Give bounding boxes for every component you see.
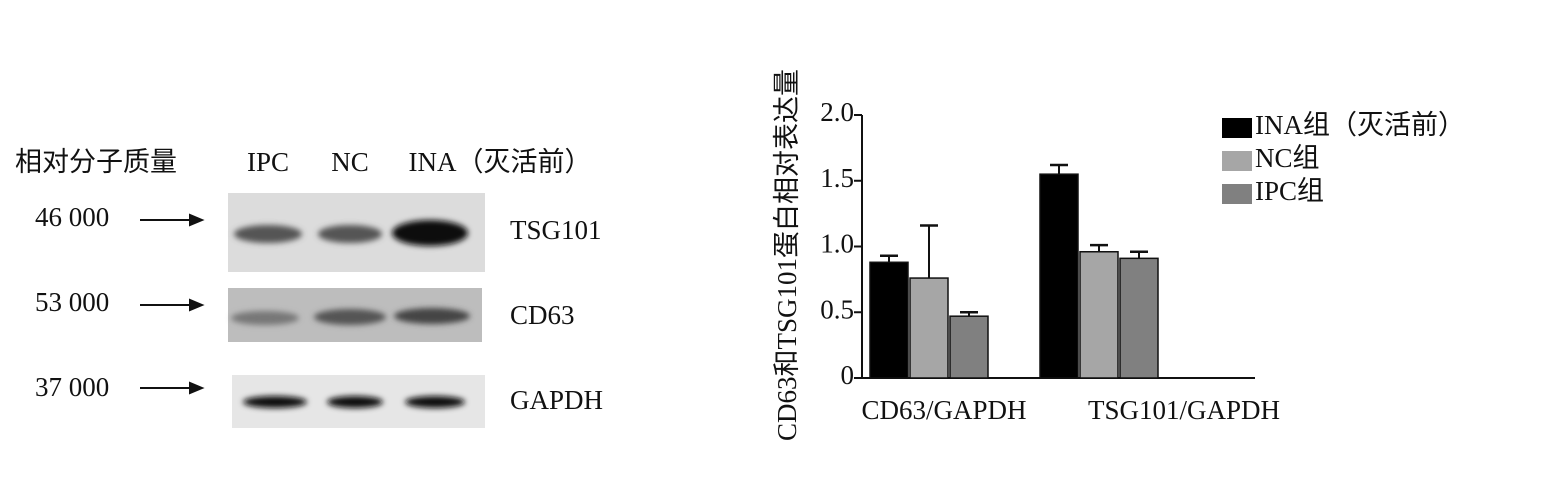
arrows [140, 213, 205, 395]
mass-label: 53 000 [35, 287, 109, 317]
legend-label: IPC组 [1255, 176, 1324, 206]
legend-label: NC组 [1255, 143, 1320, 173]
bands [243, 396, 465, 408]
legend-label: INA组（灭活前） [1255, 110, 1465, 140]
y-tick-label: 0 [841, 360, 855, 390]
y-tick-label: 2.0 [820, 97, 854, 127]
legend-swatch [1222, 151, 1252, 171]
x-tick-label: TSG101/GAPDH [1088, 395, 1280, 425]
legend-swatch [1222, 118, 1252, 138]
western-blot: 相对分子质量 IPC NC INA（灭活前） 46 000 53 000 37 … [15, 147, 603, 428]
bar [1079, 251, 1119, 379]
protein-label: CD63 [510, 300, 575, 330]
bands [234, 220, 468, 246]
mass-label: 37 000 [35, 372, 109, 402]
bar [1039, 173, 1079, 379]
legend-swatch [1222, 184, 1252, 204]
protein-label: GAPDH [510, 385, 603, 415]
mass-label: 46 000 [35, 202, 109, 232]
bar [1119, 257, 1159, 379]
lane-label: IPC [247, 147, 289, 177]
bar [909, 277, 949, 379]
y-tick-label: 1.5 [820, 163, 854, 193]
header-label: 相对分子质量 [15, 147, 177, 177]
bands [231, 308, 470, 325]
protein-label: TSG101 [510, 215, 602, 245]
lane-label: INA（灭活前） [409, 147, 592, 177]
bar [949, 315, 989, 379]
y-axis-label: CD63和TSG101蛋白相对表达量 [772, 69, 802, 441]
bar [869, 261, 909, 379]
y-tick-label: 0.5 [820, 294, 854, 324]
y-tick-label: 1.0 [820, 229, 854, 259]
x-tick-label: CD63/GAPDH [861, 395, 1026, 425]
lane-label: NC [331, 147, 369, 177]
